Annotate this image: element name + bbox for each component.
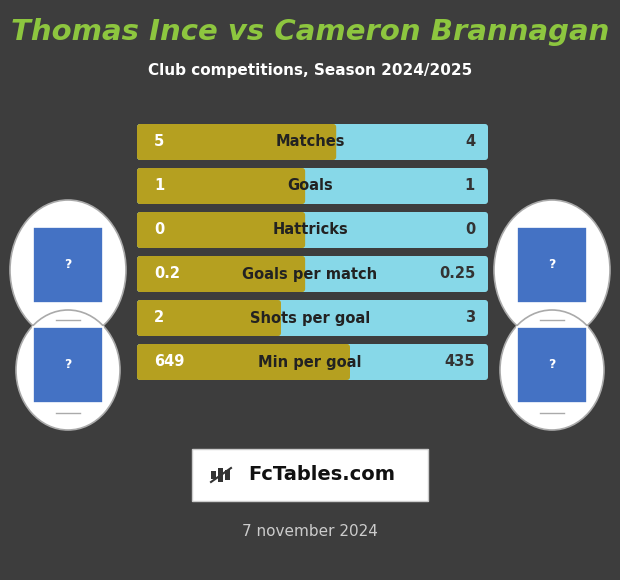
FancyBboxPatch shape: [137, 168, 488, 204]
Ellipse shape: [10, 200, 126, 340]
Text: 7 november 2024: 7 november 2024: [242, 524, 378, 539]
FancyBboxPatch shape: [137, 344, 488, 380]
Text: ?: ?: [548, 358, 556, 372]
FancyBboxPatch shape: [137, 256, 305, 292]
Text: Goals: Goals: [287, 179, 333, 194]
Text: 649: 649: [154, 354, 184, 369]
FancyBboxPatch shape: [137, 300, 281, 336]
Text: 1: 1: [154, 179, 164, 194]
Text: 0: 0: [465, 223, 475, 237]
FancyBboxPatch shape: [137, 168, 305, 204]
Text: ?: ?: [64, 259, 72, 271]
Text: 0.2: 0.2: [154, 266, 180, 281]
Text: 5: 5: [154, 135, 164, 150]
Text: Hattricks: Hattricks: [272, 223, 348, 237]
FancyBboxPatch shape: [137, 124, 488, 160]
Bar: [225, 470, 230, 480]
Text: 0: 0: [154, 223, 164, 237]
FancyBboxPatch shape: [137, 212, 305, 248]
Text: Thomas Ince vs Cameron Brannagan: Thomas Ince vs Cameron Brannagan: [11, 18, 609, 46]
FancyBboxPatch shape: [137, 300, 488, 336]
Text: 1: 1: [465, 179, 475, 194]
Text: 4: 4: [465, 135, 475, 150]
Text: Shots per goal: Shots per goal: [250, 310, 370, 325]
Text: 3: 3: [465, 310, 475, 325]
Bar: [211, 471, 216, 479]
Text: Goals per match: Goals per match: [242, 266, 378, 281]
FancyBboxPatch shape: [137, 212, 488, 248]
Text: Min per goal: Min per goal: [259, 354, 361, 369]
Text: ?: ?: [64, 358, 72, 372]
FancyBboxPatch shape: [137, 344, 350, 380]
Text: 435: 435: [445, 354, 475, 369]
FancyBboxPatch shape: [192, 449, 428, 501]
FancyBboxPatch shape: [137, 124, 336, 160]
Ellipse shape: [494, 200, 610, 340]
Text: 2: 2: [154, 310, 164, 325]
Text: Matches: Matches: [275, 135, 345, 150]
Text: 0.25: 0.25: [439, 266, 475, 281]
Bar: [218, 468, 223, 482]
Text: FcTables.com: FcTables.com: [249, 466, 396, 484]
Text: ?: ?: [548, 259, 556, 271]
Text: Club competitions, Season 2024/2025: Club competitions, Season 2024/2025: [148, 63, 472, 78]
Ellipse shape: [500, 310, 604, 430]
Ellipse shape: [16, 310, 120, 430]
FancyBboxPatch shape: [137, 256, 488, 292]
